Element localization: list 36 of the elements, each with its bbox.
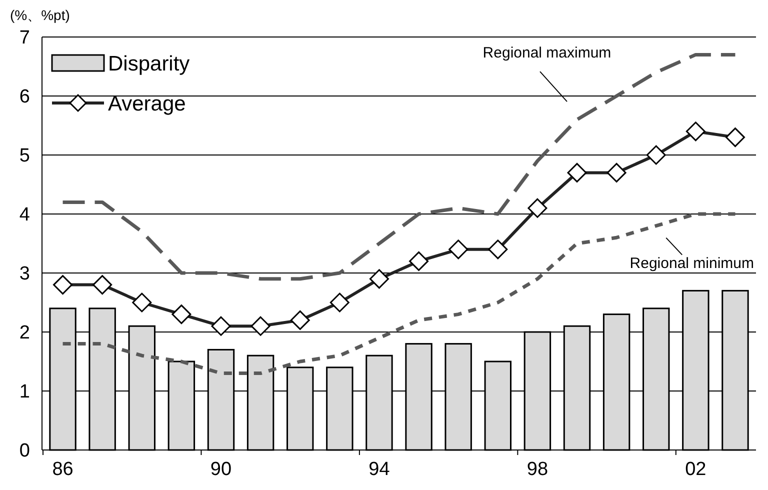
point <box>567 162 587 182</box>
series-label: Regional minimum <box>630 254 754 272</box>
x-tick-label: 90 <box>210 459 232 480</box>
point <box>330 292 350 312</box>
y-tick-label: 5 <box>19 146 30 167</box>
y-tick-label: 0 <box>19 440 30 462</box>
x-tick-label: 86 <box>52 459 74 480</box>
point <box>92 275 112 295</box>
x-tick-label: 02 <box>685 459 706 480</box>
y-tick-label: 6 <box>19 86 30 108</box>
point <box>369 269 389 289</box>
x-tick-label: 94 <box>368 459 390 480</box>
text: Regional maximum <box>482 44 612 62</box>
point <box>646 145 666 165</box>
legend-label: Disparity <box>108 52 190 76</box>
point <box>53 275 73 295</box>
point <box>448 240 468 260</box>
y-tick-label: 3 <box>19 264 30 285</box>
point <box>606 162 626 182</box>
point <box>211 316 231 336</box>
point <box>172 304 192 324</box>
point <box>528 198 548 218</box>
point <box>686 122 706 142</box>
y-tick-label: 1 <box>19 382 30 403</box>
point <box>409 251 429 271</box>
y-tick-label: 7 <box>19 28 30 49</box>
y-axis-title: (%、%pt) <box>10 7 70 23</box>
y-tick-label: 2 <box>19 322 30 344</box>
x-tick-label: 98 <box>526 459 548 480</box>
point <box>250 316 270 336</box>
point <box>290 310 310 330</box>
y-tick-label: 4 <box>19 204 30 226</box>
point <box>132 292 152 312</box>
point <box>725 128 745 148</box>
point <box>488 240 508 260</box>
legend-label: Average <box>108 92 186 116</box>
